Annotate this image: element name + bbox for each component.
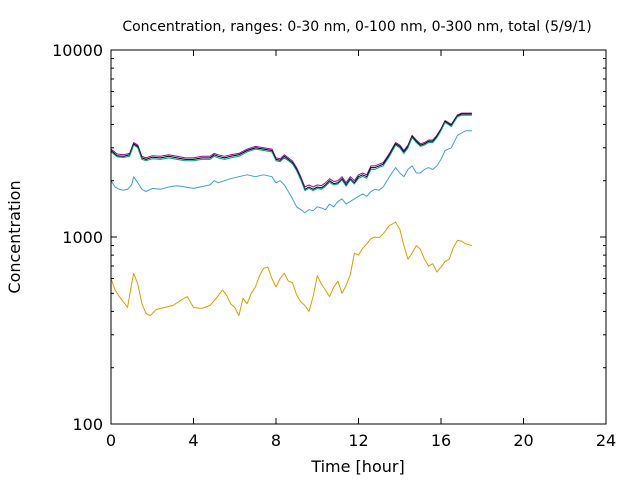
x-tick-label: 0 [106,431,116,450]
series-line [110,113,472,190]
y-axis-label: Concentration [5,180,24,293]
ticks-layer: 0 4 8 12 16 20 24 100 1000 10000 [52,41,616,450]
series-line [110,221,473,317]
y-tick-label: 1000 [62,228,103,247]
x-tick-label: 24 [596,431,616,450]
chart-title: Concentration, ranges: 0-30 nm, 0-100 nm… [122,19,591,35]
y-tick-label: 100 [72,415,103,434]
x-tick-label: 20 [513,431,533,450]
x-tick-label: 12 [348,431,368,450]
series-line [110,114,472,192]
series-layer [110,112,473,317]
series-line [110,130,472,214]
x-tick-label: 16 [431,431,451,450]
series-line [110,112,472,188]
y-tick-label: 10000 [52,41,103,60]
plot-frame [110,49,607,425]
x-tick-label: 4 [188,431,198,450]
x-tick-label: 8 [271,431,281,450]
x-axis-label: Time [hour] [310,457,404,476]
